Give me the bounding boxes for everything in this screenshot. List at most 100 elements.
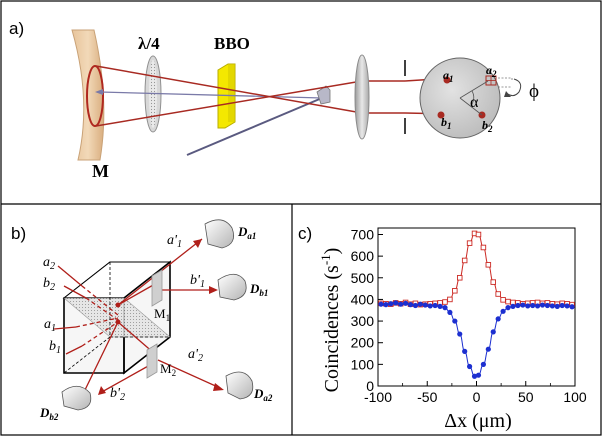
chart-point xyxy=(461,257,468,264)
focusing-lens xyxy=(354,54,370,140)
chart-y-tick-label: 400 xyxy=(351,291,375,307)
chart-point xyxy=(515,302,521,309)
phi-symbol: ϕ xyxy=(529,81,539,102)
chart-y-tick-label: 500 xyxy=(351,270,375,286)
chart-point xyxy=(457,331,463,337)
chart-point xyxy=(495,316,501,322)
chart-point xyxy=(564,303,570,309)
pump-beam-reflected xyxy=(99,91,323,99)
chart-fit-line-0 xyxy=(380,232,573,306)
quarter-wave-label: λ/4 xyxy=(138,34,160,53)
rotation-axis xyxy=(498,77,513,88)
chart-point xyxy=(447,296,453,303)
detector-label-a1: a1 xyxy=(443,68,454,84)
chart-point xyxy=(510,303,516,309)
chart-point xyxy=(485,346,491,352)
chart-point xyxy=(520,302,526,308)
chart-series-1 xyxy=(378,300,575,379)
mirror-m1 xyxy=(151,269,163,307)
chart-point xyxy=(452,318,458,324)
chart-y-tick-label: 600 xyxy=(351,248,375,264)
detector-label-db2: Db2 xyxy=(39,405,59,422)
pump-arrow-head xyxy=(95,89,103,95)
chart-x-tick-label: -100 xyxy=(364,389,392,405)
chart-point xyxy=(530,302,536,309)
detector-spot-a1 xyxy=(443,76,451,84)
chart-point xyxy=(378,301,384,307)
beam-label-b2: b2 xyxy=(43,276,55,293)
chart-point xyxy=(427,303,433,309)
detector-db2 xyxy=(61,385,92,411)
beam-label-b2p: b'2 xyxy=(110,386,125,403)
mirror-m2 xyxy=(146,343,158,379)
chart-point xyxy=(383,302,389,308)
mirror-reflection-ring xyxy=(86,65,104,127)
chart-ticks: -100 -50 0 50 100 0 100 200 300 400 500 600 700 xyxy=(351,226,587,405)
chart-point xyxy=(539,302,546,308)
panel-b-label: b) xyxy=(11,224,26,243)
detector-label-a2: a2 xyxy=(486,63,497,79)
detector-label-da1: Da1 xyxy=(237,224,256,241)
panel-c-label: c) xyxy=(298,224,312,243)
chart-point xyxy=(485,262,492,268)
detector-db1 xyxy=(217,273,247,301)
detector-da1 xyxy=(204,219,235,249)
chart-point xyxy=(412,302,419,309)
chart-series xyxy=(378,230,575,379)
chart-point xyxy=(500,308,506,314)
chart-fit-line-1 xyxy=(380,302,573,377)
chart-point xyxy=(544,302,551,309)
chart-x-tick-label: 0 xyxy=(473,389,481,405)
chart-point xyxy=(475,231,482,238)
detector-labels: Da1 Db1 Da2 Db2 xyxy=(39,224,273,422)
chart-point xyxy=(549,303,555,309)
detector-da2 xyxy=(225,371,254,400)
chart-point xyxy=(525,303,531,309)
detector-spot-b1 xyxy=(437,111,445,119)
arrow-a1p xyxy=(193,239,202,248)
chart-point xyxy=(559,302,565,309)
beam-label-b1p: b'1 xyxy=(190,273,205,290)
splitting-plane xyxy=(63,297,171,338)
mirror-label-m2: M2 xyxy=(160,361,176,378)
detector-label-da2: Da2 xyxy=(253,386,273,403)
chart-point xyxy=(500,297,506,303)
detector-label-b2: b2 xyxy=(482,118,493,134)
chart-point xyxy=(457,275,463,281)
chart-x-axis-label: Δx (μm) xyxy=(444,410,511,432)
chart-series-0 xyxy=(378,230,575,308)
panel-a-label: a) xyxy=(9,19,24,38)
chart-point xyxy=(480,244,487,251)
detector-label-b1: b1 xyxy=(441,115,452,131)
beam-label-a2: a2 xyxy=(43,255,55,272)
chart-point xyxy=(480,361,486,367)
mirror-label-m1: M1 xyxy=(154,306,170,323)
chart-point xyxy=(437,303,443,309)
alpha-symbol: α xyxy=(470,94,479,111)
chart-point xyxy=(466,240,473,246)
arrow-a2p xyxy=(213,383,224,391)
chart-point xyxy=(442,305,448,311)
input-beams xyxy=(53,265,119,355)
panel-c: c) Coincidences (s-1) Δx (μm) -100 -50 0 50… xyxy=(298,224,587,432)
chart-y-tick-label: 700 xyxy=(351,226,375,242)
chart-point xyxy=(554,303,560,309)
detector-label-db1: Db1 xyxy=(249,281,268,298)
chart-point xyxy=(422,302,428,308)
bbo-crystal-side xyxy=(228,64,235,122)
chart-y-axis-label: Coincidences (s-1) xyxy=(318,248,343,393)
alpha-arm-lower xyxy=(459,97,483,116)
rotation-arrow xyxy=(507,78,522,97)
chart-point xyxy=(467,363,473,370)
beam-label-a1p: a'1 xyxy=(167,233,182,250)
chart-x-tick-label: 100 xyxy=(563,389,587,405)
beam-label-a1: a1 xyxy=(44,317,56,334)
chart-point xyxy=(505,298,511,305)
chart-y-tick-label: 300 xyxy=(351,313,375,329)
chart-point xyxy=(432,302,438,309)
panel-a: a) M λ/4 BBO xyxy=(9,19,539,181)
chart-point xyxy=(398,301,404,307)
chart-y-tick-label: 100 xyxy=(351,356,375,372)
